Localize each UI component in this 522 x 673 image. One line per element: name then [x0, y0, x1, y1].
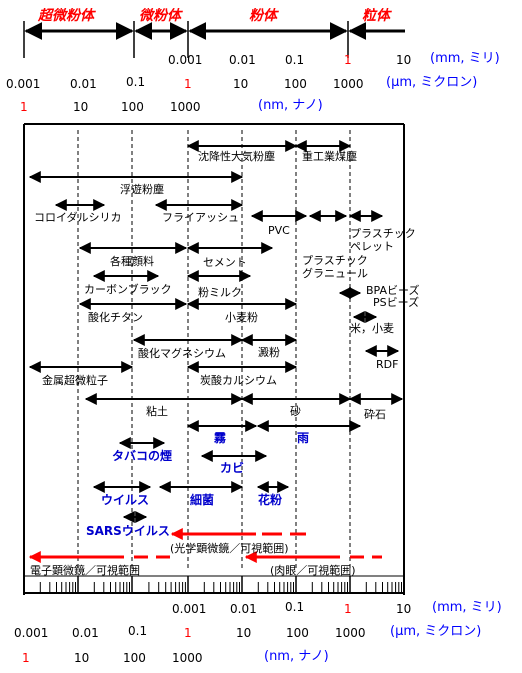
category-ultrafine: 超微粉体 — [38, 8, 94, 24]
label-pigments: 各種顔料 — [110, 255, 154, 268]
top-um-unit: (μm, ミクロン) — [386, 75, 478, 90]
bottom-um-6: 1000 — [335, 626, 366, 640]
bottom-mm-0: 0.001 — [172, 602, 207, 616]
top-um-4: 10 — [233, 77, 249, 91]
label-ps-beads: PSビーズ — [373, 296, 420, 309]
top-nm-0: 1 — [20, 100, 28, 114]
label-settling-dust: 沈降性大気粉塵 — [198, 150, 275, 163]
bottom-nm-0: 1 — [22, 651, 30, 665]
label-flour: 小麦粉 — [225, 311, 258, 324]
label-rdf: RDF — [376, 358, 399, 371]
top-um-3: 1 — [184, 77, 192, 91]
bottom-um-2: 0.1 — [128, 624, 148, 638]
bottom-um-3: 1 — [184, 626, 192, 640]
top-nm-unit: (nm, ナノ) — [258, 98, 323, 113]
label-clay: 粘土 — [146, 405, 168, 418]
category-granular: 粒体 — [362, 8, 390, 24]
label-milk-powder: 粉ミルク — [198, 286, 242, 299]
bottom-um-4: 10 — [236, 626, 252, 640]
top-mm-1: 0.01 — [229, 53, 256, 67]
label-sand: 砂 — [290, 405, 301, 418]
label-plastic-2: プラスチック — [302, 254, 368, 267]
top-mm-2: 0.1 — [285, 53, 305, 67]
bottom-um-1: 0.01 — [72, 626, 99, 640]
label-pvc: PVC — [268, 224, 290, 237]
label-floating-dust: 浮遊粉塵 — [120, 183, 164, 196]
label-bacteria: 細菌 — [190, 493, 215, 507]
size-range-arrows — [28, 140, 404, 523]
bottom-nm-unit: (nm, ナノ) — [264, 649, 329, 664]
top-um-1: 0.01 — [70, 77, 97, 91]
label-rain: 雨 — [297, 431, 310, 445]
bottom-nm-1: 10 — [74, 651, 90, 665]
label-magnesium-oxide: 酸化マグネシウム — [138, 347, 226, 360]
label-bpa-beads: BPAビーズ — [366, 284, 420, 297]
scale-frame — [23, 123, 405, 595]
top-um-6: 1000 — [333, 77, 364, 91]
label-crushed-stone: 砕石 — [364, 408, 386, 421]
label-virus: ウイルス — [101, 493, 150, 507]
visible-range-arrows — [28, 528, 382, 563]
bottom-um-5: 100 — [286, 626, 309, 640]
bottom-mm-3: 1 — [344, 602, 352, 616]
label-electron-microscope: 電子顕微鏡／可視範囲 — [30, 564, 140, 577]
label-sars-virus: SARSウイルス — [86, 524, 170, 538]
header-ranges — [23, 21, 405, 58]
top-nm-3: 1000 — [170, 100, 201, 114]
top-mm-unit: (mm, ミリ) — [430, 51, 500, 66]
bottom-um-0: 0.001 — [14, 626, 49, 640]
label-naked-eye: (肉眼／可視範囲) — [270, 564, 356, 577]
label-titanium-oxide: 酸化チタン — [88, 311, 143, 324]
label-industrial-soot: 重工業煤塵 — [302, 150, 357, 163]
category-fine: 微粉体 — [139, 8, 181, 24]
label-tobacco-smoke: タバコの煙 — [112, 449, 173, 463]
label-pellet: ペレット — [350, 240, 394, 253]
top-mm-4: 10 — [396, 53, 412, 67]
top-nm-1: 10 — [73, 100, 89, 114]
bottom-nm-2: 100 — [123, 651, 146, 665]
bottom-um-unit: (μm, ミクロン) — [390, 624, 482, 639]
label-fly-ash: フライアッシュ — [162, 211, 239, 224]
top-mm-3: 1 — [344, 53, 352, 67]
bottom-mm-2: 0.1 — [285, 600, 305, 614]
bottom-mm-4: 10 — [396, 602, 412, 616]
top-mm-0: 0.001 — [168, 53, 203, 67]
label-granule: グラニュール — [302, 267, 368, 280]
top-um-5: 100 — [284, 77, 307, 91]
label-metal-ultrafine: 金属超微粒子 — [42, 374, 108, 387]
label-cement: セメント — [203, 256, 247, 269]
label-plastic-1: プラスチック — [350, 227, 416, 240]
top-um-0: 0.001 — [6, 77, 41, 91]
label-mold: カビ — [220, 461, 245, 475]
label-calcium-carbonate: 炭酸カルシウム — [200, 374, 277, 387]
label-pollen: 花粉 — [258, 493, 283, 507]
label-fog: 霧 — [214, 431, 227, 445]
label-starch: 澱粉 — [258, 346, 280, 359]
bottom-mm-unit: (mm, ミリ) — [432, 600, 502, 615]
label-colloidal-silica: コロイダルシリカ — [34, 211, 122, 224]
log-ticks — [23, 576, 402, 593]
label-optical-microscope: (光学顕微鏡／可視範囲) — [170, 542, 289, 555]
category-powder: 粉体 — [249, 8, 277, 24]
label-rice-wheat: 米，小麦 — [350, 322, 394, 335]
label-carbon-black: カーボンブラック — [84, 283, 172, 296]
bottom-mm-1: 0.01 — [230, 602, 257, 616]
top-um-2: 0.1 — [126, 75, 146, 89]
bottom-nm-3: 1000 — [172, 651, 203, 665]
top-nm-2: 100 — [121, 100, 144, 114]
